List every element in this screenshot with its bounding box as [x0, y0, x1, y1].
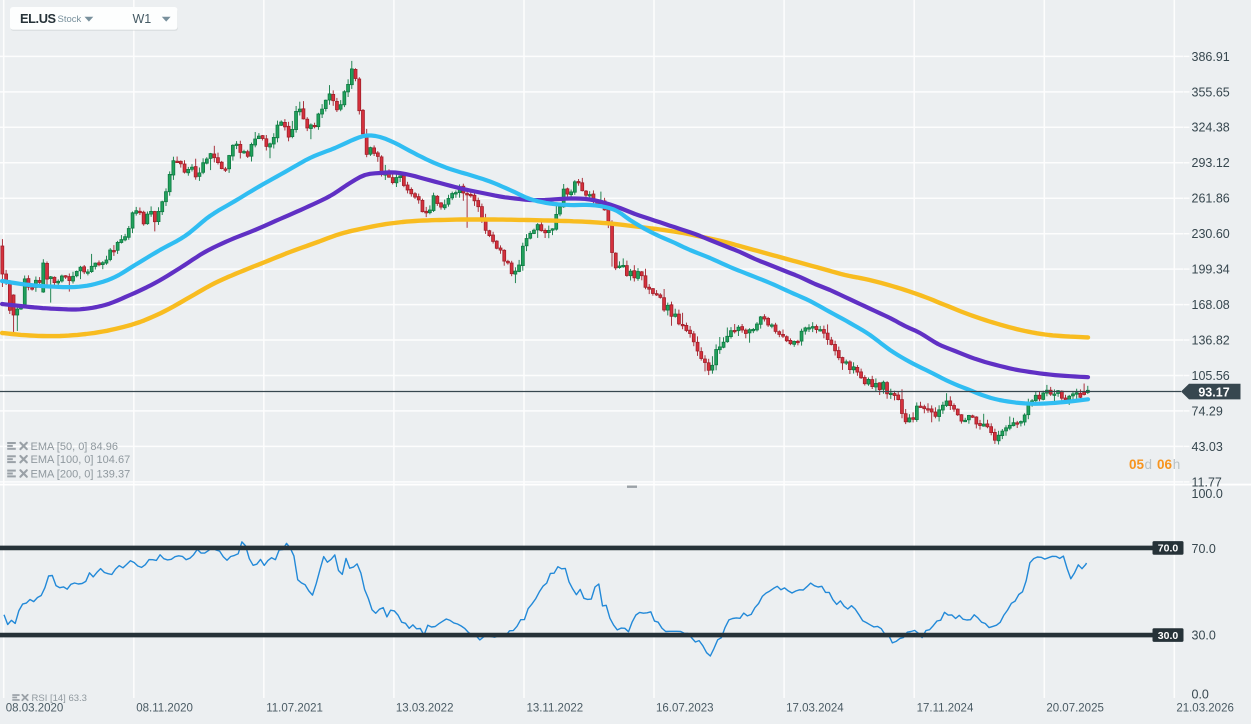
svg-text:11.07.2021: 11.07.2021 [266, 703, 323, 715]
svg-text:08.03.2020: 08.03.2020 [6, 703, 64, 715]
svg-text:13.03.2022: 13.03.2022 [396, 703, 454, 715]
svg-text:08.11.2020: 08.11.2020 [136, 703, 193, 715]
svg-text:93.17: 93.17 [1198, 385, 1229, 399]
svg-text:17.11.2024: 17.11.2024 [917, 703, 974, 715]
svg-text:386.91: 386.91 [1192, 50, 1230, 64]
svg-text:168.08: 168.08 [1192, 298, 1230, 312]
svg-text:355.65: 355.65 [1192, 85, 1230, 99]
svg-text:EL.US: EL.US [20, 11, 57, 26]
svg-text:EMA [100, 0] 104.67: EMA [100, 0] 104.67 [31, 454, 131, 466]
svg-text:RSI [14] 63.3: RSI [14] 63.3 [32, 693, 87, 704]
svg-text:293.12: 293.12 [1192, 156, 1230, 170]
svg-text:30.0: 30.0 [1192, 628, 1216, 642]
svg-text:W1: W1 [133, 12, 152, 26]
svg-text:261.86: 261.86 [1192, 192, 1230, 206]
svg-text:20.07.2025: 20.07.2025 [1046, 703, 1104, 715]
svg-text:230.60: 230.60 [1192, 227, 1230, 241]
svg-text:136.82: 136.82 [1192, 333, 1230, 347]
svg-text:13.11.2022: 13.11.2022 [526, 703, 583, 715]
svg-text:74.29: 74.29 [1192, 404, 1223, 418]
svg-text:0.0: 0.0 [1192, 687, 1209, 701]
svg-text:EMA [50, 0] 84.96: EMA [50, 0] 84.96 [31, 441, 118, 453]
svg-text:324.38: 324.38 [1192, 121, 1230, 135]
svg-text:199.34: 199.34 [1192, 263, 1230, 277]
svg-text:100.0: 100.0 [1192, 487, 1223, 501]
svg-text:70.0: 70.0 [1158, 543, 1179, 555]
svg-text:105.56: 105.56 [1192, 369, 1230, 383]
svg-text:16.07.2023: 16.07.2023 [656, 703, 714, 715]
svg-text:70.0: 70.0 [1192, 542, 1216, 556]
svg-text:11.77: 11.77 [1192, 475, 1222, 489]
svg-text:30.0: 30.0 [1158, 630, 1179, 642]
svg-text:17.03.2024: 17.03.2024 [786, 703, 844, 715]
svg-text:21.03.2026: 21.03.2026 [1176, 703, 1234, 715]
svg-text:Stock: Stock [58, 14, 82, 25]
svg-text:43.03: 43.03 [1192, 440, 1223, 454]
svg-text:EMA [200, 0] 139.37: EMA [200, 0] 139.37 [31, 468, 131, 480]
